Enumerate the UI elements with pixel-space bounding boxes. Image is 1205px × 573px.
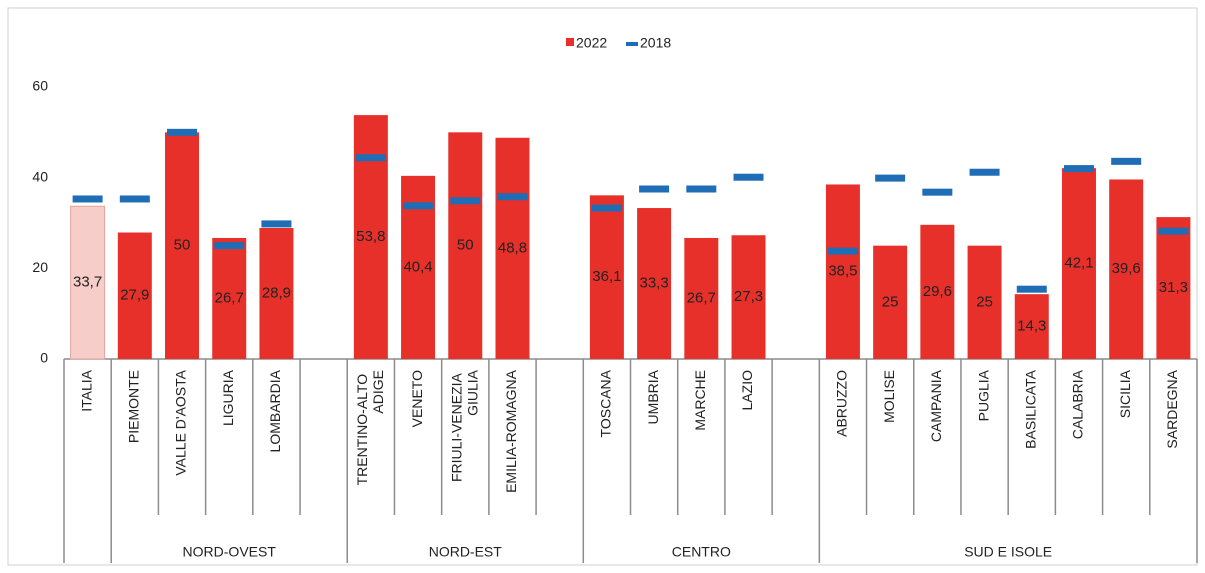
value-label: 29,6 [923,283,952,300]
bar [920,224,955,359]
marker-2018 [261,220,292,228]
bar [1061,168,1096,359]
marker-2018 [922,188,953,196]
marker-2018 [167,128,198,136]
y-tick-label: 20 [32,259,48,275]
x-tick-label: VALLE D'AOSTA [173,369,189,475]
legend-label: 2018 [640,35,671,51]
value-label: 26,7 [687,289,716,306]
marker-2018 [72,195,103,203]
bar [448,132,483,359]
marker-2018 [686,185,717,193]
x-tick-label: SARDEGNA [1164,369,1180,448]
bar [825,184,860,359]
marker-2018 [875,174,906,182]
value-label: 14,3 [1017,318,1046,335]
value-label: 38,5 [828,263,857,280]
marker-2018 [214,242,245,250]
marker-2018 [591,204,622,212]
value-label: 53,8 [356,228,385,245]
marker-2018 [1111,157,1142,165]
x-tick-label: SICILIA [1117,369,1133,418]
x-tick-label: LOMBARDIA [267,369,283,452]
value-label: 31,3 [1159,279,1188,296]
bar [731,235,766,359]
bar [70,205,106,360]
value-label: 26,7 [215,289,244,306]
bar [967,245,1002,359]
bar [589,195,624,359]
value-label: 48,8 [498,239,527,256]
x-tick-label: LAZIO [739,370,755,411]
marker-2018 [1016,285,1047,293]
x-tick-label: PUGLIA [975,369,991,421]
marker-2018 [403,202,434,210]
marker-2018 [733,173,764,181]
y-tick-label: 60 [32,78,48,94]
bar [165,132,200,359]
marker-2018 [1158,227,1189,235]
chart-frame [7,7,1198,566]
bar [684,237,719,359]
group-label: NORD-OVEST [183,544,277,560]
value-label: 27,3 [734,288,763,305]
group-label: NORD-EST [429,544,503,560]
value-label: 25 [882,293,899,310]
value-label: 27,9 [120,287,149,304]
marker-2018 [639,185,670,193]
x-tick-label: MOLISE [881,370,897,423]
x-tick-label: BASILICATA [1022,369,1038,449]
y-tick-label: 0 [40,350,48,366]
bar [1014,294,1049,359]
bar [873,245,908,359]
legend-swatch [626,42,638,46]
value-label: 50 [174,237,191,254]
marker-2018 [450,197,481,205]
value-label: 50 [457,237,474,254]
marker-2018 [827,247,858,255]
legend-label: 2022 [576,35,607,51]
legend: 2022 2018 [566,35,671,51]
bar [637,208,672,359]
value-label: 33,3 [640,274,669,291]
bar [212,237,247,359]
bar [117,232,152,359]
marker-2018 [1063,165,1094,173]
x-tick-label: TRENTINO-ALTO ADIGE [354,370,386,485]
x-tick-label: PIEMONTE [126,370,142,443]
y-tick-label: 40 [32,168,48,184]
marker-2018 [969,168,1000,176]
marker-2018 [119,195,150,203]
marker-2018 [355,154,386,162]
x-tick-label: VENETO [409,370,425,427]
value-label: 28,9 [262,284,291,301]
bar [495,137,530,359]
x-tick-label: ABRUZZO [834,370,850,437]
marker-2018 [497,193,528,201]
value-label: 39,6 [1112,260,1141,277]
value-label: 25 [976,293,993,310]
x-tick-label: UMBRIA [645,369,661,424]
x-tick-label: CAMPANIA [928,369,944,442]
value-label: 40,4 [403,258,432,275]
value-label: 33,7 [73,274,102,291]
x-tick-label: FRIULI-VENEZIA GIULIA [448,369,480,482]
x-tick-label: EMILIA-ROMAGNA [503,369,519,493]
x-tick-label: TOSCANA [598,369,614,437]
bar [1156,217,1191,359]
x-tick-label: CALABRIA [1070,369,1086,439]
group-label: CENTRO [672,544,731,560]
x-tick-label: MARCHE [692,370,708,431]
bar [259,227,294,359]
legend-swatch [566,38,574,46]
value-label: 42,1 [1064,255,1093,272]
x-tick-label: LIGURIA [220,369,236,426]
bar [1109,179,1144,359]
group-label: SUD E ISOLE [964,544,1052,560]
x-tick-label: ITALIA [78,369,94,411]
value-label: 36,1 [592,268,621,285]
